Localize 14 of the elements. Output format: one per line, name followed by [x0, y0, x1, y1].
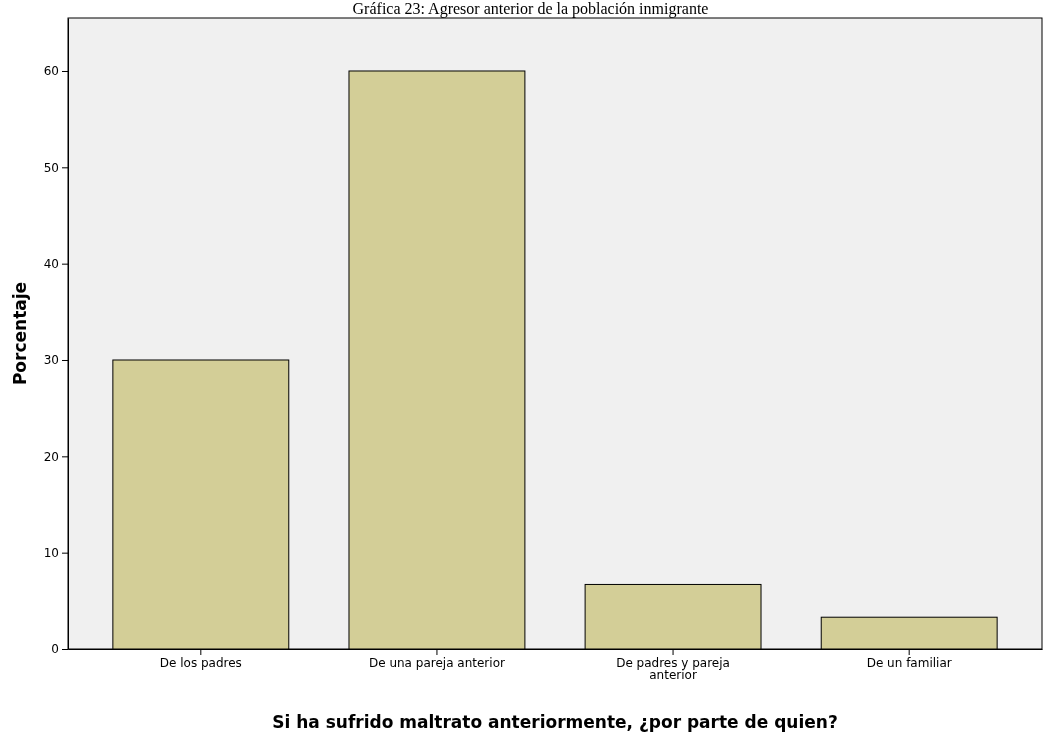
x-tick-label: De los padres — [159, 655, 242, 670]
y-tick-label: 60 — [43, 64, 59, 79]
x-tick-label: De una pareja anterior — [368, 655, 505, 670]
y-tick-label: 50 — [43, 160, 59, 175]
y-tick-label: 10 — [43, 546, 59, 560]
y-tick-label: 30 — [43, 353, 59, 368]
x-axis-title: Si ha sufrido maltrato anteriormente, ¿por parte de quien? — [272, 712, 838, 732]
x-tick-label: De un familiar — [866, 655, 952, 670]
chart-title: Gráfica 23: Agresor anterior de la población inmigrante — [352, 0, 709, 18]
y-tick-label: 20 — [43, 449, 59, 464]
y-tick-label: 40 — [43, 257, 59, 271]
y-axis-title: Porcentaje — [10, 281, 30, 386]
y-tick-label: 0 — [51, 642, 59, 657]
x-tick-label: De padres y pareja anterior — [616, 655, 730, 682]
